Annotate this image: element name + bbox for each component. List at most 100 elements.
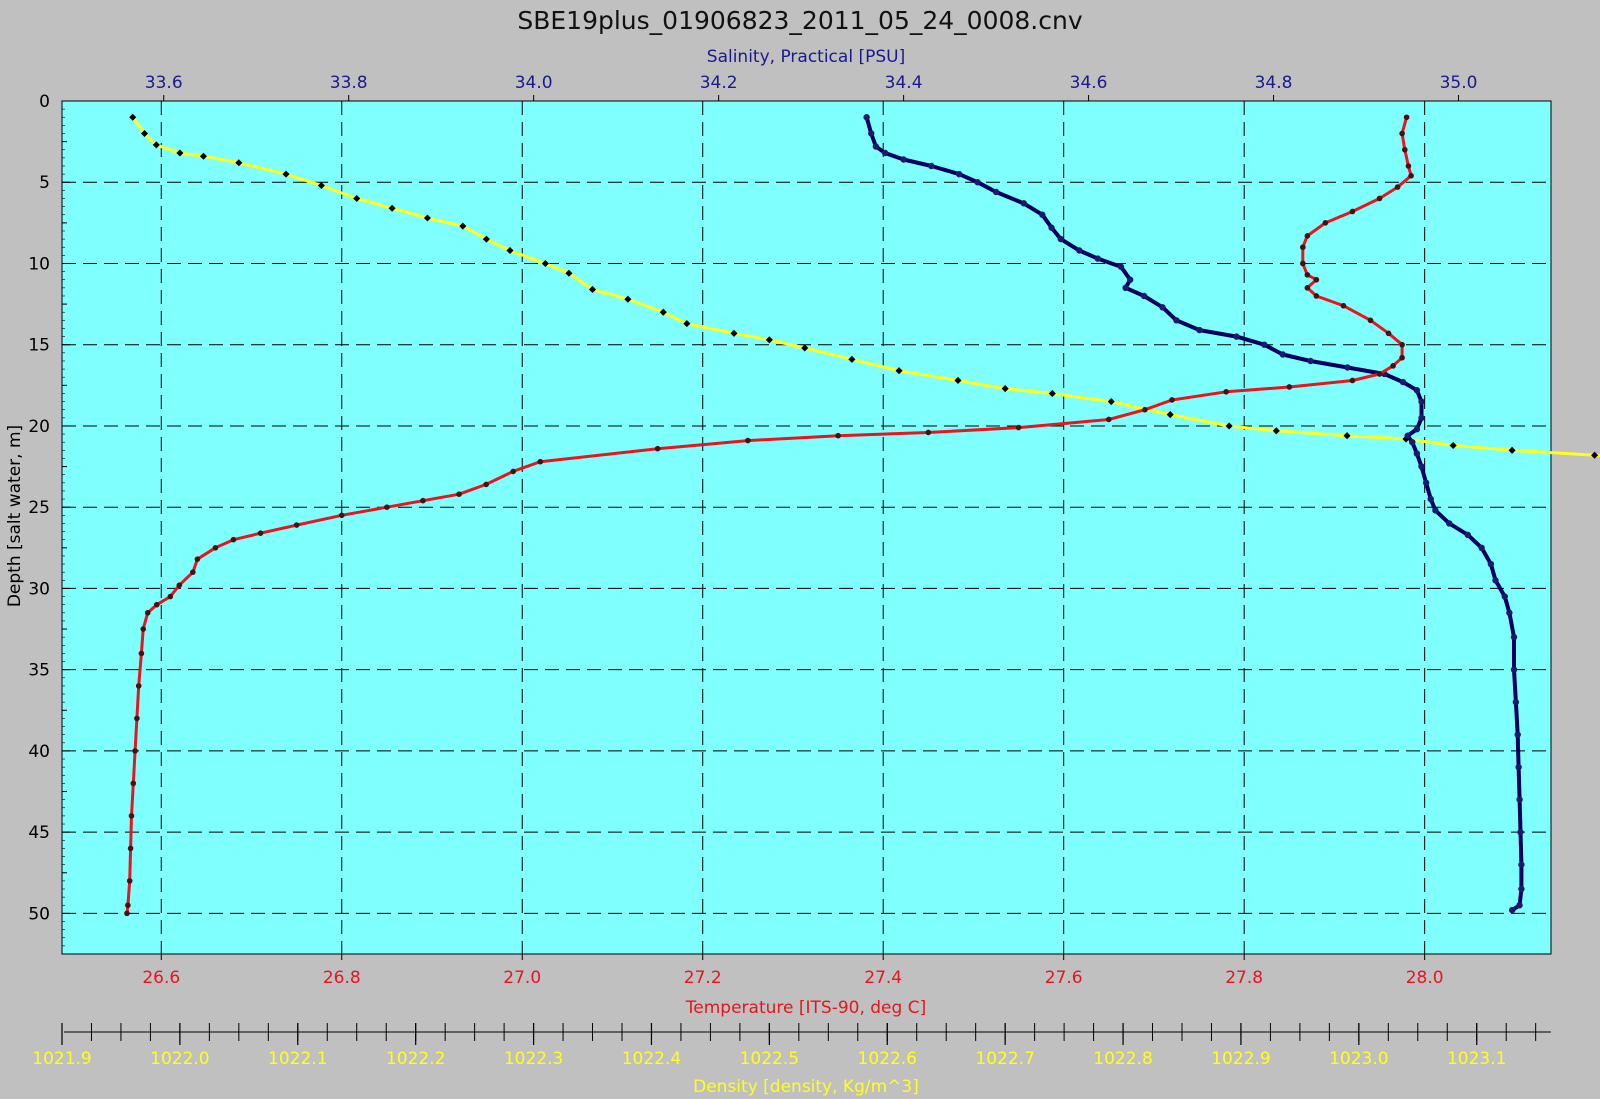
salinity-point (1516, 796, 1523, 803)
temperature-point (1142, 406, 1148, 413)
temperature-point (1349, 208, 1356, 215)
salinity-line (864, 116, 1524, 912)
temperature-point (257, 530, 264, 536)
temperature-axis-title: Temperature [ITS-90, deg C] (685, 998, 926, 1018)
salinity-point (992, 188, 1000, 196)
temperature-point (1304, 285, 1311, 291)
density-point (588, 285, 597, 294)
depth-tick-label: 45 (28, 823, 50, 843)
salinity-point (1506, 609, 1513, 616)
density-point (848, 355, 856, 363)
temperature-point (1169, 397, 1175, 403)
temperature-point (1340, 302, 1347, 309)
temperature-point (167, 593, 174, 600)
temperature-point (132, 748, 138, 754)
salinity-point (1039, 211, 1046, 218)
depth-tick-label: 35 (28, 661, 50, 681)
salinity-point (868, 130, 875, 137)
density-point (423, 214, 432, 222)
salinity-point (1515, 763, 1522, 771)
salinity-point (1159, 304, 1166, 311)
salinity-point (1510, 666, 1518, 673)
density-point (624, 295, 632, 303)
salinity-point (1404, 432, 1411, 439)
temperature-tick-label: 26.8 (323, 968, 361, 988)
temperature-tick-label: 26.6 (142, 968, 180, 988)
salinity-point (1518, 885, 1525, 893)
temperature-point (420, 497, 426, 504)
density-point (506, 246, 514, 255)
depth-axis: 0 5 10 15 20 25 30 35 40 45 50 (28, 92, 70, 955)
density-point (282, 170, 290, 178)
depth-tick-label: 10 (28, 254, 50, 274)
density-series (129, 113, 1600, 459)
salinity-tick-label: 34.0 (515, 73, 553, 93)
density-tick-label: 1023.0 (1329, 1049, 1388, 1069)
salinity-point (1487, 560, 1495, 568)
density-tick-label: 1023.1 (1447, 1049, 1506, 1069)
temperature-tick-label: 28.0 (1406, 968, 1444, 988)
salinity-point (1117, 263, 1125, 270)
salinity-point (881, 149, 889, 157)
temperature-point (1015, 424, 1022, 431)
temperature-point (384, 504, 390, 510)
temperature-point (338, 512, 345, 519)
density-tick-label: 1022.1 (268, 1049, 327, 1069)
temperature-point (925, 429, 932, 436)
salinity-point (1516, 902, 1523, 909)
temperature-point (1405, 163, 1412, 169)
density-point (388, 204, 396, 212)
depth-tick-label: 30 (28, 579, 50, 599)
temperature-tick-label: 27.4 (864, 968, 902, 988)
temperature-point (1349, 377, 1356, 384)
depth-tick-label: 25 (28, 498, 50, 518)
salinity-point (1517, 828, 1524, 836)
temperature-point (1304, 272, 1311, 278)
salinity-point (1512, 698, 1520, 706)
salinity-point (1492, 577, 1499, 584)
temperature-point (1399, 130, 1405, 137)
density-point (235, 159, 243, 167)
salinity-point (1126, 276, 1134, 283)
salinity-point (1399, 378, 1407, 386)
temperature-point (1408, 172, 1414, 179)
density-axis-title: Density [density, Kg/m^3] (693, 1077, 919, 1097)
temperature-point (127, 845, 134, 852)
density-point (801, 344, 809, 352)
salinity-point (1261, 341, 1268, 348)
temperature-point (654, 445, 661, 452)
temperature-point (140, 626, 147, 632)
temperature-point (1385, 330, 1392, 337)
density-point (459, 222, 467, 230)
temperature-point (1313, 276, 1320, 283)
salinity-tick-label: 34.6 (1070, 73, 1108, 93)
density-point (129, 113, 137, 121)
temperature-point (1399, 341, 1405, 348)
salinity-tick-label: 33.8 (330, 73, 368, 93)
temperature-tick-label: 27.8 (1225, 968, 1263, 988)
temperature-point (835, 432, 841, 439)
temperature-tick-label: 27.0 (503, 968, 541, 988)
salinity-point (1413, 387, 1421, 394)
salinity-point (1501, 593, 1508, 600)
temperature-point (135, 683, 142, 689)
salinity-point (1076, 247, 1083, 254)
temperature-point (1300, 244, 1306, 251)
salinity-tick-label: 34.8 (1255, 73, 1293, 93)
density-axis: 1021.9 1022.0 1022.1 1022.2 1022.3 1022.4 1022… (32, 1023, 1551, 1069)
temperature-point (293, 522, 300, 528)
temperature-point (1106, 416, 1112, 423)
density-point (659, 308, 667, 316)
temperature-point (130, 780, 137, 787)
salinity-point (1196, 326, 1203, 334)
salinity-point (928, 162, 935, 170)
density-point (954, 376, 962, 384)
temperature-point (212, 545, 219, 551)
salinity-point (1418, 398, 1425, 405)
density-point (317, 181, 325, 190)
salinity-point (1413, 450, 1421, 457)
temperature-point (134, 715, 140, 722)
salinity-point (1122, 284, 1129, 292)
temperature-point (125, 902, 131, 909)
salinity-point (1048, 224, 1055, 231)
